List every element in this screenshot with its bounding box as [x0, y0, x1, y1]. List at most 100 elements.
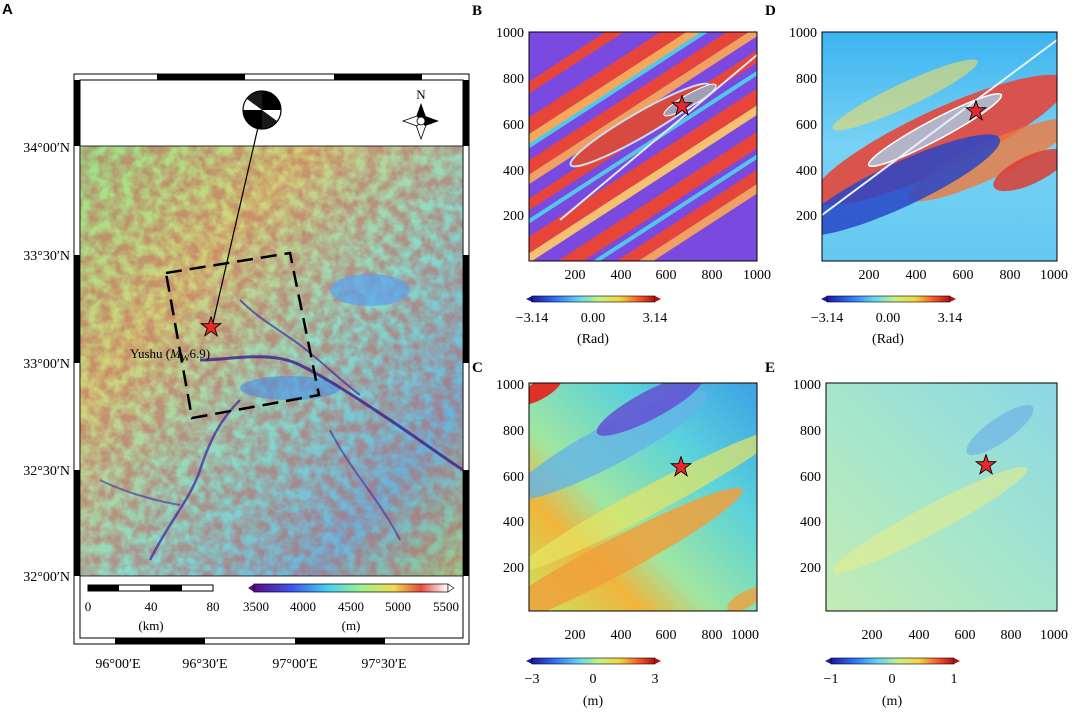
colorbar-tick: 4000: [290, 599, 316, 614]
x-tick: 600: [656, 628, 677, 643]
colorbar-tick: −3: [525, 672, 540, 687]
panel-c-y-ticks: 1000 800 600 400 200: [496, 378, 524, 576]
x-tick: 800: [1001, 628, 1022, 643]
y-tick: 200: [503, 561, 524, 576]
panel-d-label: D: [765, 3, 776, 19]
north-arrow-icon: N: [401, 87, 439, 141]
lon-tick: 97°00′E: [272, 657, 317, 672]
colorbar-tick: 0: [889, 672, 896, 687]
y-tick: 600: [503, 470, 524, 485]
x-tick: 1000: [1040, 628, 1068, 643]
y-tick: 1000: [496, 378, 524, 393]
colorbar-tick: 0.00: [876, 311, 901, 326]
panel-a-lat-ticks: 34°00′N 33°30′N 33°00′N 32°30′N 32°00′N: [23, 141, 70, 585]
x-tick: 800: [702, 628, 723, 643]
y-tick: 600: [503, 118, 524, 133]
y-tick: 200: [796, 209, 817, 224]
colorbar-tick: 5000: [385, 599, 411, 614]
colorbar-tick: 4500: [338, 599, 364, 614]
scale-tick: 0: [85, 599, 92, 614]
x-tick: 800: [1000, 268, 1021, 283]
beachball-icon: [242, 90, 282, 130]
y-tick: 800: [503, 72, 524, 87]
panel-a-label: A: [2, 1, 13, 18]
panel-c-x-ticks: 200 400 600 800 1000: [565, 628, 760, 643]
colorbar-tick: 3.14: [643, 311, 668, 326]
colorbar-unit: (Rad): [577, 332, 609, 347]
panel-e-displacement: [826, 383, 1057, 611]
colorbar-unit: (m): [342, 618, 361, 633]
colorbar-tick: 5500: [433, 599, 459, 614]
lat-tick: 33°30′N: [23, 249, 70, 264]
colorbar-tick: 0: [590, 672, 597, 687]
panel-c-displacement: [529, 383, 757, 611]
y-tick: 1000: [789, 26, 817, 41]
x-tick: 200: [862, 628, 883, 643]
y-tick: 800: [800, 424, 821, 439]
panel-d-x-ticks: 200 400 600 800 1000: [859, 268, 1069, 283]
y-tick: 400: [503, 515, 524, 530]
y-tick: 200: [503, 209, 524, 224]
scale-unit: (km): [138, 618, 163, 633]
y-tick: 600: [800, 470, 821, 485]
panel-b-x-ticks: 200 400 600 800 1000: [565, 268, 772, 283]
panel-e-label: E: [765, 360, 775, 376]
colorbar-unit: (m): [583, 694, 604, 709]
colorbar-tick: −1: [824, 672, 839, 687]
colorbar-tick: 0.00: [581, 311, 606, 326]
panel-d-colorbar: −3.14 0.00 3.14 (Rad): [811, 295, 963, 347]
colorbar-unit: (m): [882, 694, 903, 709]
y-tick: 1000: [496, 26, 524, 41]
colorbar-tick: 3.14: [938, 311, 963, 326]
y-tick: 800: [796, 72, 817, 87]
x-tick: 400: [909, 628, 930, 643]
x-tick: 200: [565, 268, 586, 283]
lon-tick: 96°00′E: [95, 657, 140, 672]
fault-plane-outline: [164, 251, 321, 420]
panel-a-frame-checker: [74, 74, 469, 644]
lon-tick: 96°30′E: [182, 657, 227, 672]
colorbar-tick: −3.14: [516, 311, 548, 326]
x-tick: 400: [611, 268, 632, 283]
y-tick: 600: [796, 118, 817, 133]
x-tick: 600: [656, 268, 677, 283]
north-label: N: [416, 87, 426, 102]
x-tick: 800: [702, 268, 723, 283]
lat-tick: 32°00′N: [23, 570, 70, 585]
lat-tick: 33°00′N: [23, 357, 70, 372]
panel-b-colorbar: −3.14 0.00 3.14 (Rad): [516, 295, 668, 347]
panel-e-x-ticks: 200 400 600 800 1000: [862, 628, 1069, 643]
lon-tick: 97°30′E: [361, 657, 406, 672]
x-tick: 400: [611, 628, 632, 643]
colorbar-unit: (Rad): [872, 332, 904, 347]
epicenter-label: Yushu (MW6.9): [130, 346, 210, 363]
x-tick: 1000: [731, 628, 759, 643]
panel-c-colorbar: −3 0 3 (m): [525, 657, 661, 709]
x-tick: 200: [859, 268, 880, 283]
y-tick: 400: [796, 164, 817, 179]
elevation-colorbar: 3500 4000 4500 5000 5500 (m): [243, 583, 459, 633]
panel-d-y-ticks: 1000 800 600 400 200: [789, 26, 817, 224]
y-tick: 1000: [793, 378, 821, 393]
x-tick: 200: [565, 628, 586, 643]
scale-tick: 40: [145, 599, 158, 614]
panel-b-y-ticks: 1000 800 600 400 200: [496, 26, 524, 224]
colorbar-tick: 1: [951, 672, 958, 687]
scale-tick: 80: [207, 599, 220, 614]
x-tick: 1000: [1040, 268, 1068, 283]
colorbar-tick: −3.14: [811, 311, 843, 326]
panel-b-interferogram: [529, 32, 757, 261]
x-tick: 600: [955, 628, 976, 643]
y-tick: 800: [503, 424, 524, 439]
panel-e-y-ticks: 1000 800 600 400 200: [793, 378, 821, 576]
panel-c-label: C: [472, 360, 483, 376]
y-tick: 400: [800, 515, 821, 530]
lat-tick: 32°30′N: [23, 464, 70, 479]
panel-a-lon-ticks: 96°00′E 96°30′E 97°00′E 97°30′E: [95, 657, 406, 672]
lat-tick: 34°00′N: [23, 141, 70, 156]
panel-d-interferogram: [822, 32, 1057, 261]
y-tick: 400: [503, 164, 524, 179]
x-tick: 400: [906, 268, 927, 283]
colorbar-tick: 3: [652, 672, 659, 687]
